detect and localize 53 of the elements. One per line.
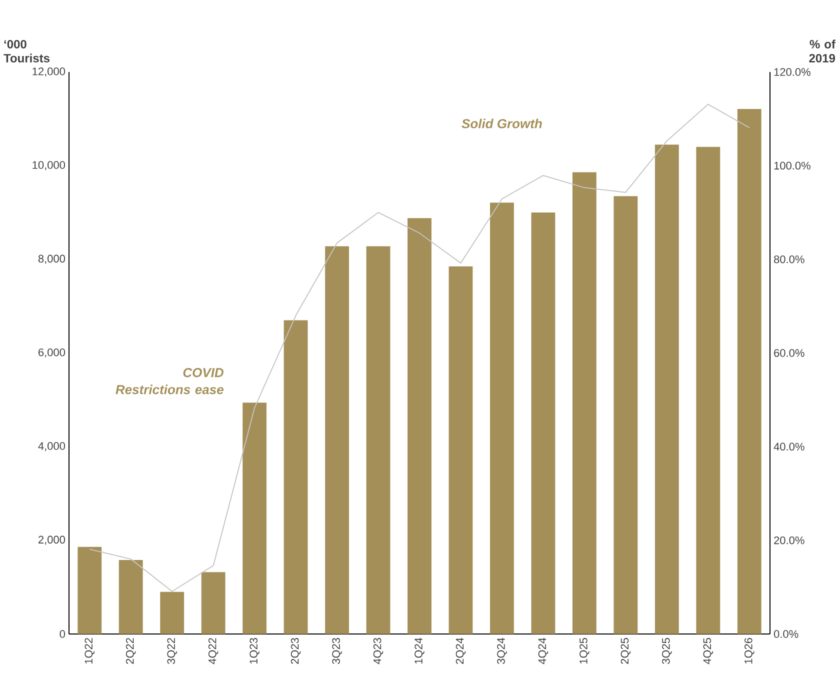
line-series — [89, 104, 750, 592]
bar — [118, 560, 143, 634]
bar — [737, 108, 762, 634]
x-tick-label: 2Q24 — [456, 638, 466, 664]
annotation: COVID Restrictions ease — [116, 368, 224, 394]
bar — [572, 172, 596, 634]
y2-tick-label: 60.0% — [774, 349, 804, 357]
bar — [654, 144, 679, 634]
y-tick-label: 8,000 — [38, 254, 66, 264]
y-tick-label: 2,000 — [38, 536, 66, 545]
bar — [160, 592, 184, 634]
y2-tick-label: 120.0% — [774, 68, 810, 76]
y-tick-label: 12,000 — [32, 67, 66, 77]
bar — [366, 246, 390, 634]
x-tick-label: 4Q24 — [538, 638, 548, 664]
x-tick-label: 2Q23 — [290, 638, 301, 664]
x-tick-label: 3Q23 — [332, 638, 342, 664]
y2-tick-label: 100.0% — [774, 162, 810, 170]
x-tick-label: 2Q25 — [620, 638, 631, 664]
x-tick-label: 4Q25 — [703, 638, 714, 664]
bar — [614, 196, 638, 634]
x-tick-label: 3Q24 — [497, 638, 507, 664]
y-tick-label: 10,000 — [32, 161, 66, 170]
bar — [201, 572, 226, 634]
bar — [531, 212, 556, 634]
bar — [448, 266, 473, 634]
annotation: Solid Growth — [462, 118, 542, 128]
x-tick-label: 2Q22 — [126, 638, 136, 664]
x-tick-label: 4Q23 — [373, 638, 384, 664]
x-tick-label: 4Q22 — [208, 638, 218, 664]
bar — [325, 246, 349, 634]
bar — [242, 402, 267, 634]
x-tick-label: 1Q26 — [744, 638, 754, 664]
bar — [408, 218, 432, 634]
x-tick-label: 1Q25 — [580, 638, 590, 664]
y-tick-label: 0 — [60, 630, 66, 638]
y-tick-label: 4,000 — [38, 442, 66, 452]
bar — [284, 320, 308, 634]
bar — [490, 202, 514, 634]
x-tick-label: 3Q25 — [662, 638, 672, 664]
y2-tick-label: 80.0% — [774, 255, 804, 264]
bar — [696, 146, 720, 634]
bar — [78, 546, 102, 634]
y2-tick-label: 0.0% — [774, 630, 798, 638]
y2-tick-label: 40.0% — [774, 442, 804, 451]
y2-tick-label: 20.0% — [774, 536, 804, 544]
x-tick-label: 1Q22 — [84, 638, 94, 664]
y2-axis-title: % of 2019 — [809, 40, 836, 62]
y-axis-title: ‘000 Tourists — [4, 40, 50, 62]
x-tick-label: 3Q22 — [167, 638, 177, 664]
x-tick-label: 1Q23 — [250, 638, 260, 664]
x-tick-label: 1Q24 — [414, 638, 424, 664]
y-tick-label: 6,000 — [38, 348, 66, 358]
